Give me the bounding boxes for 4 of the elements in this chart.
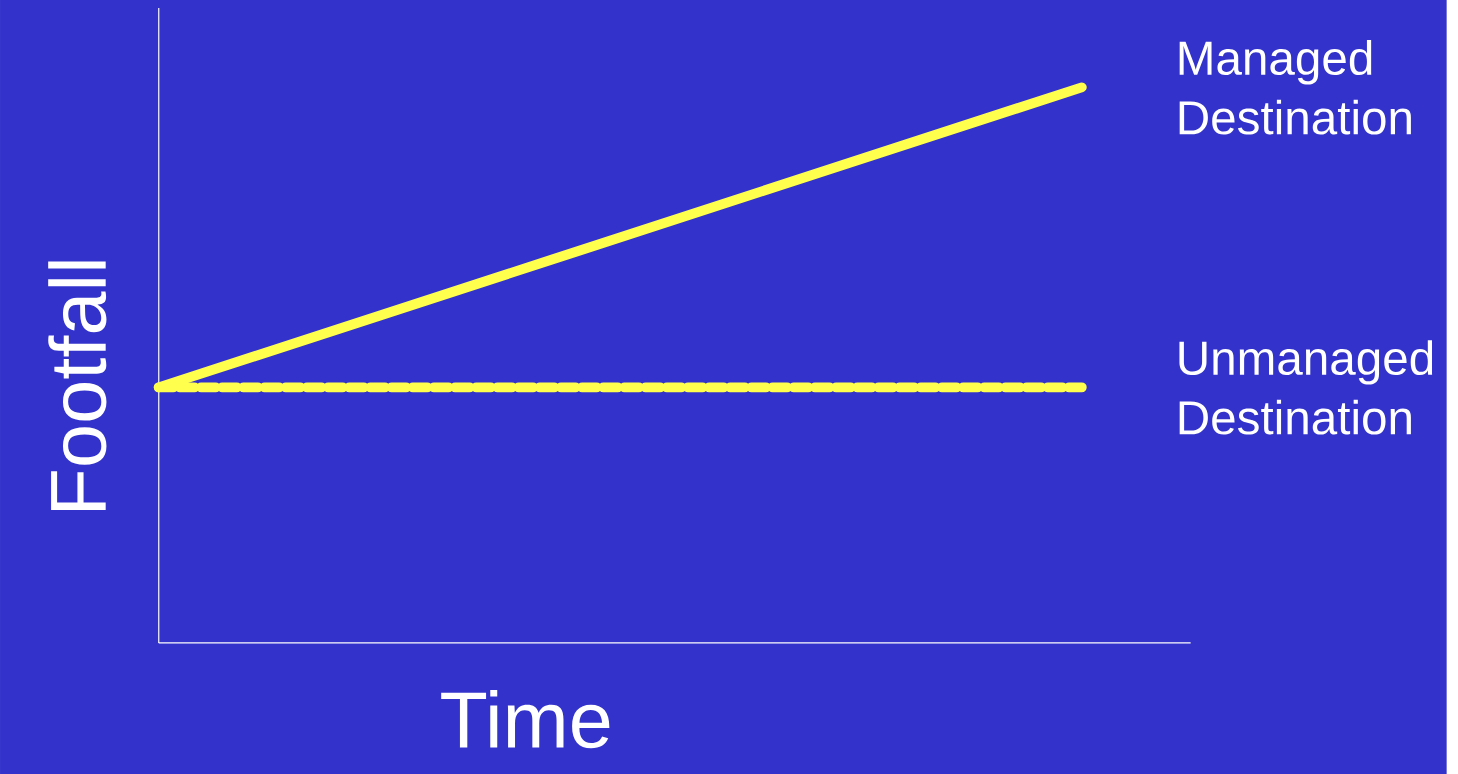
y-axis-title: Footfall [48, 261, 107, 511]
x-axis-title: Time [441, 689, 610, 749]
text: Unmanaged Destination [1179, 340, 1433, 435]
text: Managed Destination [1179, 40, 1411, 135]
